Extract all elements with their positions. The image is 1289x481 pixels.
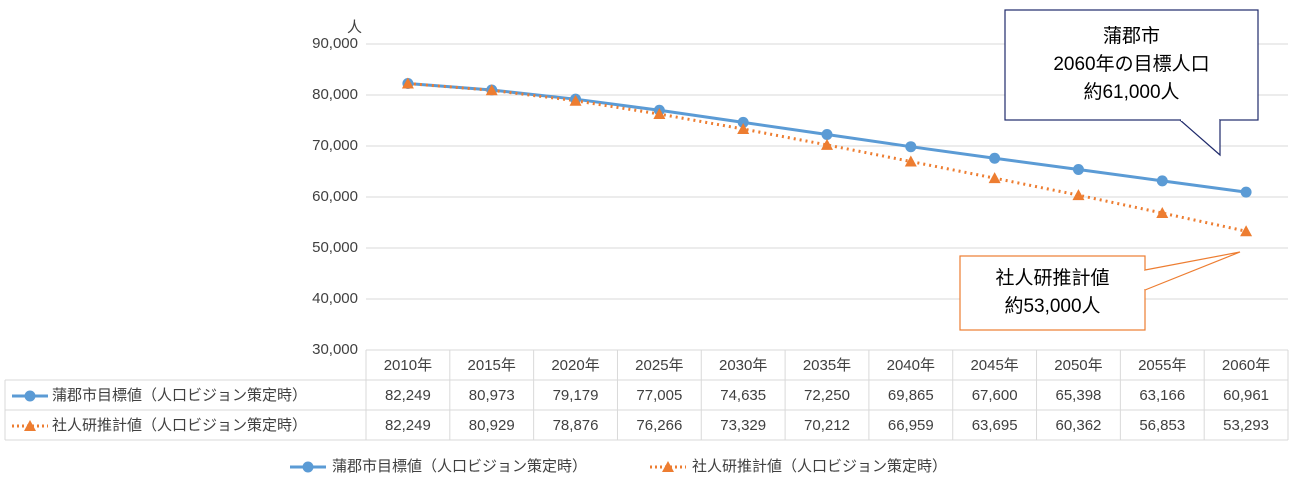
- table-cell: 53,293: [1223, 417, 1269, 434]
- legend-marker: [24, 390, 36, 402]
- series-line: [407, 82, 1247, 233]
- callout-pointer: [1144, 251, 1241, 291]
- table-row-label: 社人研推計値（人口ビジョン策定時）: [52, 417, 307, 434]
- callout-pointer: [1179, 119, 1221, 157]
- x-tick-label: 2050年: [1054, 357, 1102, 374]
- x-tick-label: 2010年: [384, 357, 432, 374]
- table-cell: 82,249: [385, 417, 431, 434]
- point: [988, 172, 1001, 184]
- table-cell: 65,398: [1056, 387, 1102, 404]
- point: [821, 138, 833, 150]
- table-cell: 74,635: [720, 387, 766, 404]
- callout-text: 約53,000人: [1004, 295, 1100, 317]
- point: [1156, 175, 1168, 187]
- point: [401, 77, 414, 89]
- x-tick-label: 2015年: [468, 357, 516, 374]
- callout-text: 2060年の目標人口: [1053, 53, 1209, 75]
- x-tick-label: 2045年: [970, 357, 1018, 374]
- table-cell: 76,266: [636, 417, 682, 434]
- point: [904, 155, 917, 167]
- x-tick-label: 2030年: [719, 357, 767, 374]
- point: [989, 152, 1001, 164]
- table-cell: 63,695: [972, 417, 1018, 434]
- table-cell: 60,362: [1056, 417, 1102, 434]
- table-cell: 63,166: [1139, 387, 1185, 404]
- table-cell: 80,973: [469, 387, 515, 404]
- y-tick-label: 80,000: [312, 86, 358, 103]
- y-tick-label: 30,000: [312, 341, 358, 358]
- callout-text: 蒲郡市: [1103, 25, 1160, 47]
- table-cell: 66,959: [888, 417, 934, 434]
- point: [905, 141, 917, 153]
- y-tick-label: 70,000: [312, 137, 358, 154]
- table-cell: 82,249: [385, 387, 431, 404]
- table-cell: 69,865: [888, 387, 934, 404]
- legend-label: 蒲郡市目標値（人口ビジョン策定時）: [332, 458, 587, 475]
- point: [1156, 207, 1169, 219]
- x-tick-label: 2035年: [803, 357, 851, 374]
- table-cell: 56,853: [1139, 417, 1185, 434]
- legend-marker: [302, 461, 314, 473]
- table-cell: 73,329: [720, 417, 766, 434]
- x-tick-label: 2025年: [635, 357, 683, 374]
- point: [653, 108, 666, 120]
- y-tick-label: 60,000: [312, 188, 358, 205]
- y-tick-label: 90,000: [312, 35, 358, 52]
- callout-text: 社人研推計値: [995, 267, 1109, 289]
- point: [485, 84, 498, 96]
- table-cell: 78,876: [553, 417, 599, 434]
- point: [821, 129, 833, 141]
- point: [737, 123, 750, 135]
- table-cell: 67,600: [972, 387, 1018, 404]
- legend-marker: [24, 420, 36, 431]
- point: [569, 94, 582, 106]
- x-tick-label: 2040年: [887, 357, 935, 374]
- point: [1240, 225, 1253, 237]
- callout-text: 約61,000人: [1083, 81, 1179, 103]
- x-tick-label: 2020年: [551, 357, 599, 374]
- y-tick-label: 40,000: [312, 290, 358, 307]
- point: [1240, 186, 1252, 198]
- table-cell: 80,929: [469, 417, 515, 434]
- table-cell: 79,179: [553, 387, 599, 404]
- legend-label: 社人研推計値（人口ビジョン策定時）: [692, 458, 947, 475]
- callout-box: [1004, 9, 1259, 121]
- point: [1072, 163, 1084, 175]
- point: [1072, 189, 1085, 201]
- x-tick-label: 2060年: [1222, 357, 1270, 374]
- legend-marker: [662, 461, 674, 472]
- point: [737, 116, 749, 128]
- table-cell: 77,005: [636, 387, 682, 404]
- y-unit: 人: [347, 19, 362, 36]
- table-row-label: 蒲郡市目標値（人口ビジョン策定時）: [52, 387, 307, 404]
- callout-box: [959, 255, 1146, 331]
- y-tick-label: 50,000: [312, 239, 358, 256]
- table-cell: 72,250: [804, 387, 850, 404]
- table-cell: 70,212: [804, 417, 850, 434]
- table-cell: 60,961: [1223, 387, 1269, 404]
- x-tick-label: 2055年: [1138, 357, 1186, 374]
